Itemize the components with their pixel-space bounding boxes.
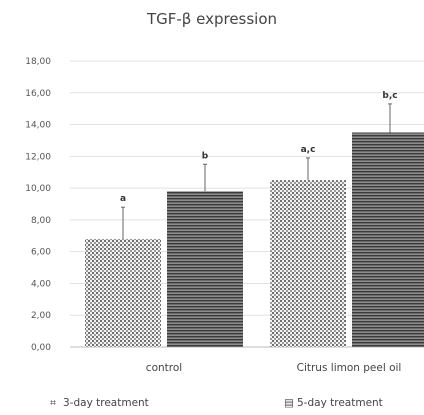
category-label: Citrus limon peel oil — [297, 362, 402, 374]
y-tick-label: 16,00 — [25, 89, 51, 99]
y-tick-label: 10,00 — [25, 184, 51, 194]
legend-label: 5-day treatment — [297, 397, 383, 409]
bars: a b a,c b,c — [85, 91, 424, 347]
y-tick-label: 4,00 — [31, 279, 51, 289]
significance-label: b,c — [382, 91, 397, 101]
chart-title: TGF-β expression — [146, 10, 277, 28]
y-axis-ticks: 0,00 2,00 4,00 6,00 8,00 10,00 12,00 14,00 16,00… — [25, 57, 51, 353]
category-label: control — [146, 362, 182, 374]
legend: ⌗ 3-day treatment ▤ 5-day treatment — [50, 397, 383, 409]
legend-symbol: ⌗ — [50, 397, 56, 409]
bar — [352, 132, 424, 347]
y-tick-label: 2,00 — [31, 311, 51, 321]
y-tick-label: 14,00 — [25, 121, 51, 131]
legend-symbol: ▤ — [284, 397, 294, 409]
y-tick-label: 0,00 — [31, 343, 51, 353]
category-labels: control Citrus limon peel oil — [146, 362, 402, 374]
y-tick-label: 8,00 — [31, 216, 51, 226]
y-tick-label: 6,00 — [31, 248, 51, 258]
bar — [270, 180, 346, 347]
bar — [167, 191, 243, 347]
y-tick-label: 12,00 — [25, 152, 51, 162]
legend-label: 3-day treatment — [63, 397, 149, 409]
y-tick-label: 18,00 — [25, 57, 51, 67]
significance-label: a — [120, 194, 126, 204]
significance-label: b — [202, 151, 209, 161]
significance-label: a,c — [301, 145, 316, 155]
bar — [85, 238, 161, 347]
